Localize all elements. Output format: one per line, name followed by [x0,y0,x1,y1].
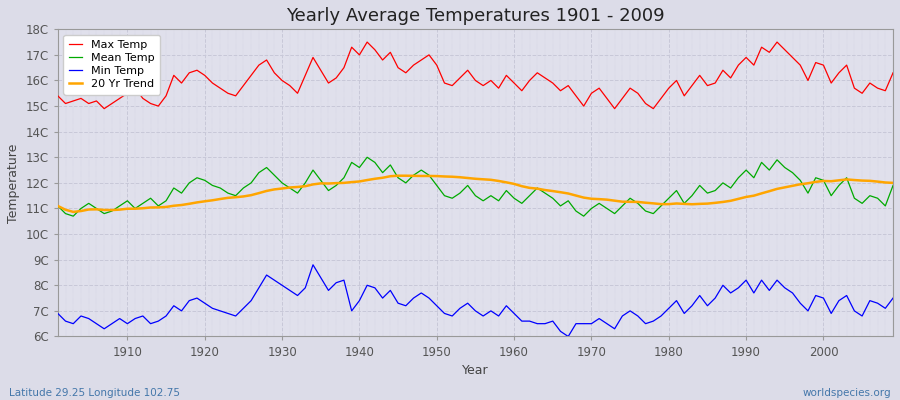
Line: Min Temp: Min Temp [58,265,893,336]
20 Yr Trend [887,180,898,185]
Text: worldspecies.org: worldspecies.org [803,388,891,398]
20 Yr Trend [392,173,403,178]
Min Temp [308,262,319,267]
20 Yr Trend [524,186,535,190]
Mean Temp [887,183,898,188]
Min Temp [338,278,349,282]
20 Yr Trend [292,184,303,189]
Max Temp [99,106,110,111]
Line: Mean Temp: Mean Temp [58,157,893,216]
Line: 20 Yr Trend: 20 Yr Trend [58,176,893,212]
Max Temp [292,91,303,96]
Max Temp [887,70,898,75]
Line: Max Temp: Max Temp [58,42,893,109]
Mean Temp [292,191,303,196]
Text: Latitude 29.25 Longitude 102.75: Latitude 29.25 Longitude 102.75 [9,388,180,398]
20 Yr Trend [122,206,133,211]
Mean Temp [524,193,535,198]
20 Yr Trend [338,180,349,185]
Max Temp [52,94,63,98]
Mean Temp [68,214,78,218]
Mean Temp [338,175,349,180]
Title: Yearly Average Temperatures 1901 - 2009: Yearly Average Temperatures 1901 - 2009 [286,7,665,25]
Min Temp [114,316,125,321]
Min Temp [517,319,527,324]
Max Temp [122,91,133,96]
Mean Temp [517,201,527,206]
Min Temp [562,334,573,339]
Y-axis label: Temperature: Temperature [7,143,20,222]
Max Temp [517,88,527,93]
X-axis label: Year: Year [462,364,489,377]
Min Temp [52,311,63,316]
Max Temp [617,96,628,101]
Mean Temp [617,204,628,208]
Min Temp [887,296,898,300]
20 Yr Trend [52,204,63,208]
20 Yr Trend [68,210,78,214]
20 Yr Trend [517,184,527,189]
20 Yr Trend [617,199,628,204]
Mean Temp [362,155,373,160]
Legend: Max Temp, Mean Temp, Min Temp, 20 Yr Trend: Max Temp, Mean Temp, Min Temp, 20 Yr Tre… [63,35,160,95]
Min Temp [617,314,628,318]
Mean Temp [122,198,133,203]
Min Temp [284,288,295,293]
Mean Temp [52,204,63,208]
Min Temp [508,311,519,316]
Max Temp [338,65,349,70]
Max Temp [362,40,373,44]
Max Temp [524,78,535,83]
